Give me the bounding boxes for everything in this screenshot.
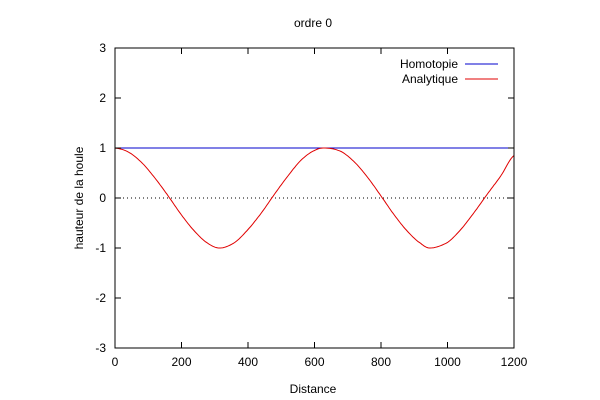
x-tick-label: 400 — [238, 355, 258, 369]
y-tick-label: 3 — [99, 41, 106, 55]
x-tick-label: 600 — [304, 355, 324, 369]
legend-label-homotopie: Homotopie — [400, 57, 458, 71]
x-tick-label: 1200 — [501, 355, 528, 369]
y-tick-label: -1 — [95, 241, 106, 255]
axes: -3 -2 -1 0 1 2 3 0 200 400 600 800 1000 1200 — [95, 41, 527, 369]
y-tick-label: 2 — [99, 91, 106, 105]
plot-frame — [114, 47, 515, 349]
y-axis-label: hauteur de la houle — [72, 146, 86, 249]
y-tick-label: 0 — [99, 191, 106, 205]
y-tick-label: -3 — [95, 341, 106, 355]
x-tick-label: 800 — [371, 355, 391, 369]
legend-label-analytique: Analytique — [402, 72, 458, 86]
y-tick-label: -2 — [95, 291, 106, 305]
x-tick-label: 0 — [112, 355, 119, 369]
y-tick-label: 1 — [99, 141, 106, 155]
series-line-analytique — [114, 147, 515, 249]
x-tick-label: 200 — [171, 355, 191, 369]
x-axis-label: Distance — [290, 382, 337, 396]
x-tick-label: 1000 — [434, 355, 461, 369]
chart-title: ordre 0 — [294, 16, 332, 30]
plot-area — [114, 147, 515, 249]
